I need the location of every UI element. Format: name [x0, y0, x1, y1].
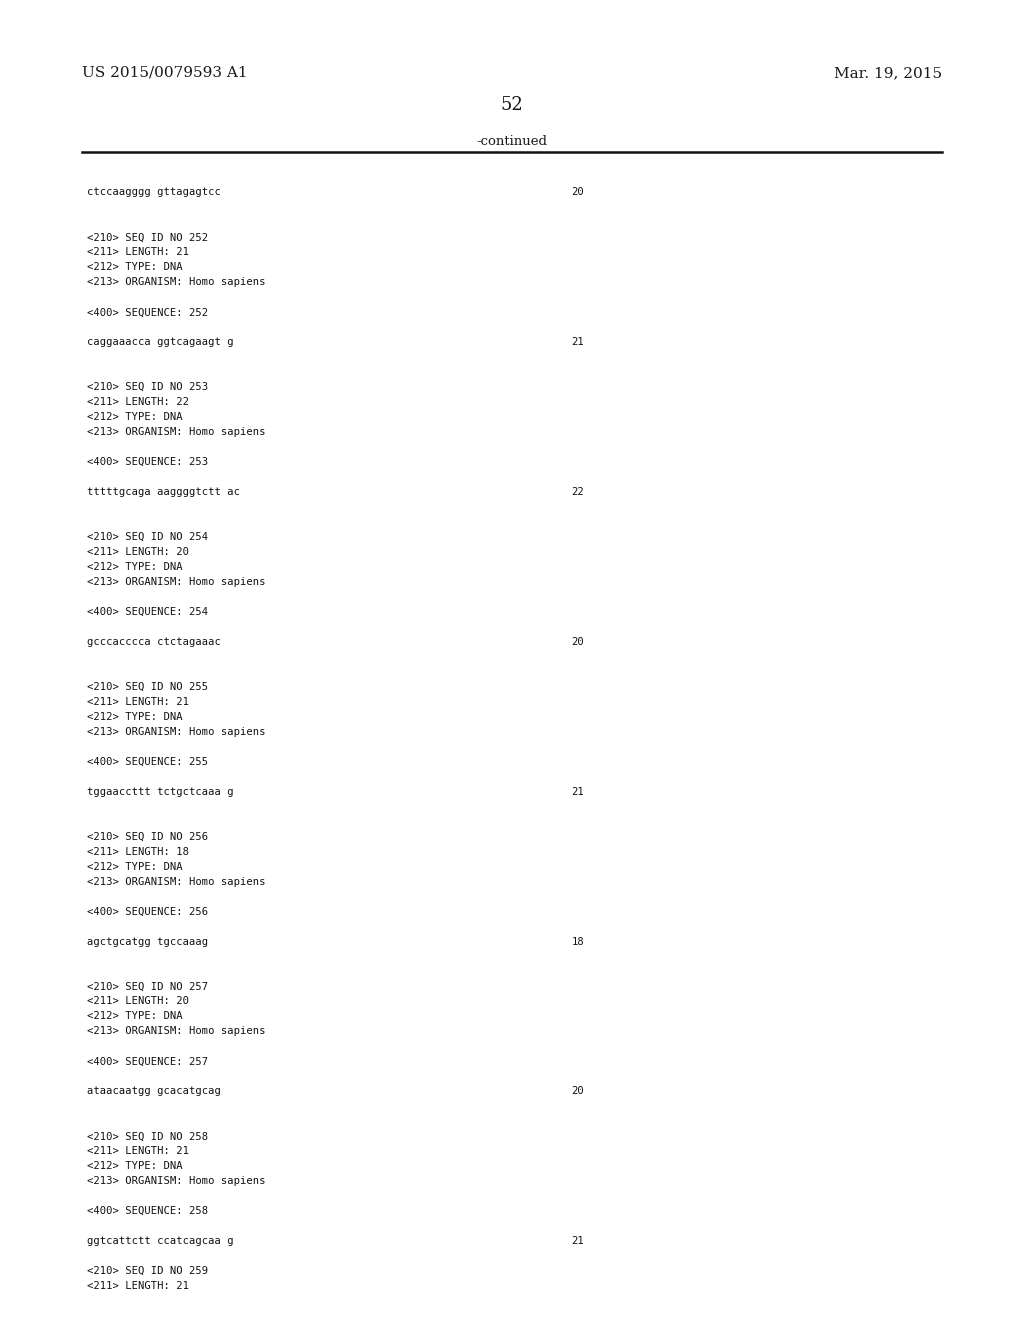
Text: <211> LENGTH: 20: <211> LENGTH: 20: [87, 997, 189, 1006]
Text: 52: 52: [501, 96, 523, 115]
Text: <212> TYPE: DNA: <212> TYPE: DNA: [87, 1162, 182, 1171]
Text: <400> SEQUENCE: 257: <400> SEQUENCE: 257: [87, 1056, 208, 1067]
Text: <400> SEQUENCE: 252: <400> SEQUENCE: 252: [87, 308, 208, 317]
Text: 21: 21: [571, 1237, 584, 1246]
Text: <212> TYPE: DNA: <212> TYPE: DNA: [87, 263, 182, 272]
Text: <212> TYPE: DNA: <212> TYPE: DNA: [87, 862, 182, 871]
Text: <210> SEQ ID NO 257: <210> SEQ ID NO 257: [87, 982, 208, 991]
Text: <213> ORGANISM: Homo sapiens: <213> ORGANISM: Homo sapiens: [87, 428, 265, 437]
Text: <210> SEQ ID NO 256: <210> SEQ ID NO 256: [87, 832, 208, 842]
Text: <211> LENGTH: 21: <211> LENGTH: 21: [87, 1146, 189, 1156]
Text: 21: 21: [571, 787, 584, 797]
Text: caggaaacca ggtcagaagt g: caggaaacca ggtcagaagt g: [87, 338, 233, 347]
Text: <400> SEQUENCE: 256: <400> SEQUENCE: 256: [87, 907, 208, 916]
Text: <400> SEQUENCE: 253: <400> SEQUENCE: 253: [87, 457, 208, 467]
Text: <400> SEQUENCE: 258: <400> SEQUENCE: 258: [87, 1206, 208, 1216]
Text: tggaaccttt tctgctcaaa g: tggaaccttt tctgctcaaa g: [87, 787, 233, 797]
Text: 18: 18: [571, 937, 584, 946]
Text: <211> LENGTH: 21: <211> LENGTH: 21: [87, 697, 189, 706]
Text: <211> LENGTH: 22: <211> LENGTH: 22: [87, 397, 189, 407]
Text: ataacaatgg gcacatgcag: ataacaatgg gcacatgcag: [87, 1086, 221, 1097]
Text: <211> LENGTH: 18: <211> LENGTH: 18: [87, 846, 189, 857]
Text: <210> SEQ ID NO 254: <210> SEQ ID NO 254: [87, 532, 208, 543]
Text: <212> TYPE: DNA: <212> TYPE: DNA: [87, 711, 182, 722]
Text: <211> LENGTH: 21: <211> LENGTH: 21: [87, 1282, 189, 1291]
Text: ggtcattctt ccatcagcaa g: ggtcattctt ccatcagcaa g: [87, 1237, 233, 1246]
Text: <400> SEQUENCE: 254: <400> SEQUENCE: 254: [87, 607, 208, 616]
Text: <212> TYPE: DNA: <212> TYPE: DNA: [87, 412, 182, 422]
Text: <211> LENGTH: 21: <211> LENGTH: 21: [87, 247, 189, 257]
Text: <210> SEQ ID NO 255: <210> SEQ ID NO 255: [87, 682, 208, 692]
Text: 20: 20: [571, 187, 584, 198]
Text: <213> ORGANISM: Homo sapiens: <213> ORGANISM: Homo sapiens: [87, 1176, 265, 1187]
Text: <400> SEQUENCE: 255: <400> SEQUENCE: 255: [87, 756, 208, 767]
Text: 20: 20: [571, 638, 584, 647]
Text: <211> LENGTH: 20: <211> LENGTH: 20: [87, 546, 189, 557]
Text: <213> ORGANISM: Homo sapiens: <213> ORGANISM: Homo sapiens: [87, 876, 265, 887]
Text: tttttgcaga aaggggtctt ac: tttttgcaga aaggggtctt ac: [87, 487, 240, 498]
Text: gcccacccca ctctagaaac: gcccacccca ctctagaaac: [87, 638, 221, 647]
Text: <210> SEQ ID NO 259: <210> SEQ ID NO 259: [87, 1266, 208, 1276]
Text: 21: 21: [571, 338, 584, 347]
Text: US 2015/0079593 A1: US 2015/0079593 A1: [82, 66, 248, 81]
Text: agctgcatgg tgccaaag: agctgcatgg tgccaaag: [87, 937, 208, 946]
Text: <212> TYPE: DNA: <212> TYPE: DNA: [87, 1011, 182, 1022]
Text: <213> ORGANISM: Homo sapiens: <213> ORGANISM: Homo sapiens: [87, 577, 265, 587]
Text: <210> SEQ ID NO 253: <210> SEQ ID NO 253: [87, 383, 208, 392]
Text: <213> ORGANISM: Homo sapiens: <213> ORGANISM: Homo sapiens: [87, 277, 265, 288]
Text: Mar. 19, 2015: Mar. 19, 2015: [834, 66, 942, 81]
Text: <210> SEQ ID NO 252: <210> SEQ ID NO 252: [87, 232, 208, 243]
Text: 22: 22: [571, 487, 584, 498]
Text: <210> SEQ ID NO 258: <210> SEQ ID NO 258: [87, 1131, 208, 1142]
Text: <212> TYPE: DNA: <212> TYPE: DNA: [87, 562, 182, 572]
Text: 20: 20: [571, 1086, 584, 1097]
Text: ctccaagggg gttagagtcc: ctccaagggg gttagagtcc: [87, 187, 221, 198]
Text: -continued: -continued: [476, 135, 548, 148]
Text: <213> ORGANISM: Homo sapiens: <213> ORGANISM: Homo sapiens: [87, 727, 265, 737]
Text: <213> ORGANISM: Homo sapiens: <213> ORGANISM: Homo sapiens: [87, 1027, 265, 1036]
